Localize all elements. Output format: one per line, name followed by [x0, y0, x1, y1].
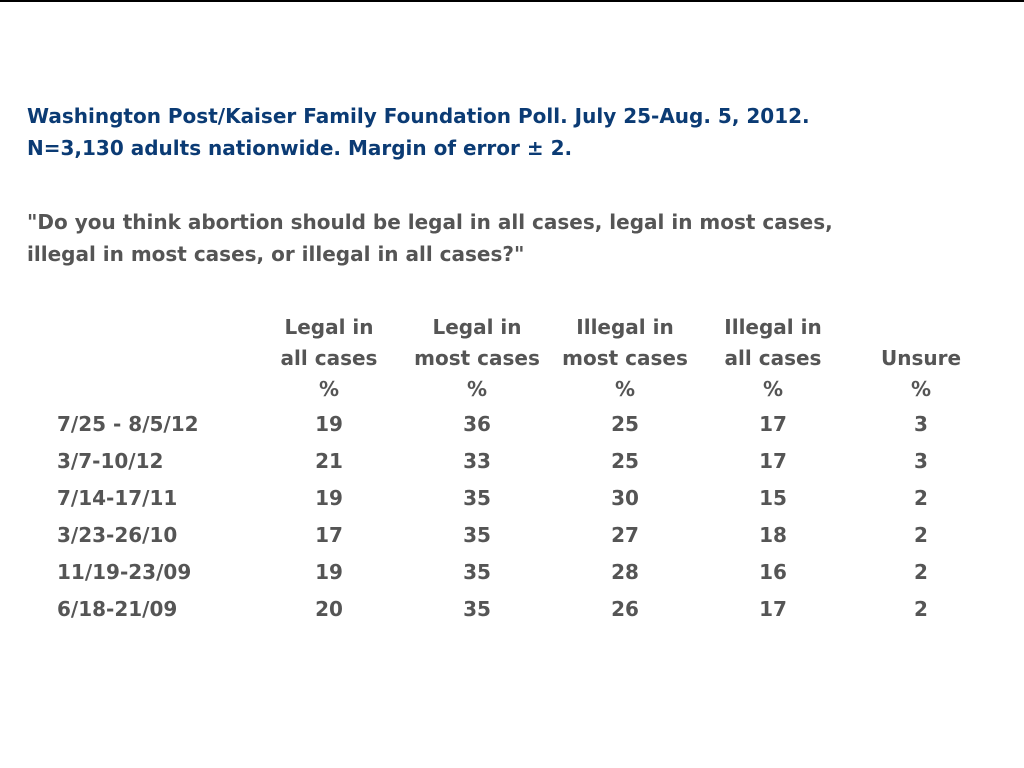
- cell-illegal-most: 26: [611, 597, 639, 621]
- column-header-legal-all: Legal in all cases %: [255, 312, 403, 406]
- cell-illegal-all: 17: [759, 449, 787, 473]
- column-header-line: all cases: [280, 346, 378, 370]
- cell-legal-most: 35: [463, 523, 491, 547]
- column-header-unit: %: [910, 377, 932, 401]
- table-row: 3/7-10/12 21 33 25 17 3: [0, 443, 995, 480]
- cell-legal-all: 17: [315, 523, 343, 547]
- column-header-unit: %: [614, 377, 636, 401]
- table-row: 7/14-17/11 19 35 30 15 2: [0, 480, 995, 517]
- cell-legal-most: 36: [463, 412, 491, 436]
- column-header-line: Illegal in: [576, 315, 674, 339]
- cell-unsure: 2: [914, 486, 928, 510]
- cell-illegal-most: 27: [611, 523, 639, 547]
- cell-illegal-most: 25: [611, 449, 639, 473]
- column-header-line: Illegal in: [724, 315, 822, 339]
- cell-unsure: 2: [914, 597, 928, 621]
- poll-source-line-1: Washington Post/Kaiser Family Foundation…: [27, 104, 810, 128]
- column-header-unsure: Unsure %: [847, 312, 995, 406]
- cell-illegal-all: 15: [759, 486, 787, 510]
- table-row: 3/23-26/10 17 35 27 18 2: [0, 517, 995, 554]
- poll-question-line-2: illegal in most cases, or illegal in all…: [27, 242, 525, 266]
- date-column-header: [0, 312, 255, 406]
- cell-legal-most: 35: [463, 560, 491, 584]
- cell-legal-all: 21: [315, 449, 343, 473]
- cell-illegal-most: 25: [611, 412, 639, 436]
- column-header-unit: %: [318, 377, 340, 401]
- poll-source-header: Washington Post/Kaiser Family Foundation…: [27, 100, 987, 164]
- column-header-legal-most: Legal in most cases %: [403, 312, 551, 406]
- column-header-illegal-most: Illegal in most cases %: [551, 312, 699, 406]
- row-date: 6/18-21/09: [57, 597, 178, 621]
- row-date: 11/19-23/09: [57, 560, 192, 584]
- cell-legal-most: 35: [463, 597, 491, 621]
- column-header-line: Legal in: [432, 315, 522, 339]
- cell-unsure: 2: [914, 560, 928, 584]
- table-header-row: Legal in all cases % Legal in most cases…: [0, 312, 995, 406]
- cell-legal-most: 33: [463, 449, 491, 473]
- cell-unsure: 3: [914, 449, 928, 473]
- cell-legal-most: 35: [463, 486, 491, 510]
- column-header-line: all cases: [724, 346, 822, 370]
- row-date: 3/7-10/12: [57, 449, 164, 473]
- row-date: 7/25 - 8/5/12: [57, 412, 199, 436]
- table-row: 11/19-23/09 19 35 28 16 2: [0, 554, 995, 591]
- cell-illegal-all: 17: [759, 412, 787, 436]
- poll-source-line-2: N=3,130 adults nationwide. Margin of err…: [27, 136, 573, 160]
- column-header-line: Unsure: [880, 346, 962, 370]
- cell-illegal-most: 30: [611, 486, 639, 510]
- cell-unsure: 3: [914, 412, 928, 436]
- cell-legal-all: 19: [315, 486, 343, 510]
- poll-question-line-1: "Do you think abortion should be legal i…: [27, 210, 833, 234]
- cell-illegal-all: 16: [759, 560, 787, 584]
- poll-question: "Do you think abortion should be legal i…: [27, 206, 987, 270]
- cell-legal-all: 20: [315, 597, 343, 621]
- cell-legal-all: 19: [315, 560, 343, 584]
- cell-unsure: 2: [914, 523, 928, 547]
- cell-illegal-most: 28: [611, 560, 639, 584]
- cell-illegal-all: 18: [759, 523, 787, 547]
- cell-legal-all: 19: [315, 412, 343, 436]
- row-date: 7/14-17/11: [57, 486, 178, 510]
- column-header-unit: %: [762, 377, 784, 401]
- cell-illegal-all: 17: [759, 597, 787, 621]
- column-header-line: Legal in: [284, 315, 374, 339]
- row-date: 3/23-26/10: [57, 523, 178, 547]
- poll-results-table: Legal in all cases % Legal in most cases…: [0, 312, 995, 628]
- column-header-line: most cases: [414, 346, 540, 370]
- table-row: 7/25 - 8/5/12 19 36 25 17 3: [0, 406, 995, 443]
- column-header-line: most cases: [562, 346, 688, 370]
- column-header-unit: %: [466, 377, 488, 401]
- top-border: [0, 0, 1024, 2]
- table-row: 6/18-21/09 20 35 26 17 2: [0, 591, 995, 628]
- column-header-illegal-all: Illegal in all cases %: [699, 312, 847, 406]
